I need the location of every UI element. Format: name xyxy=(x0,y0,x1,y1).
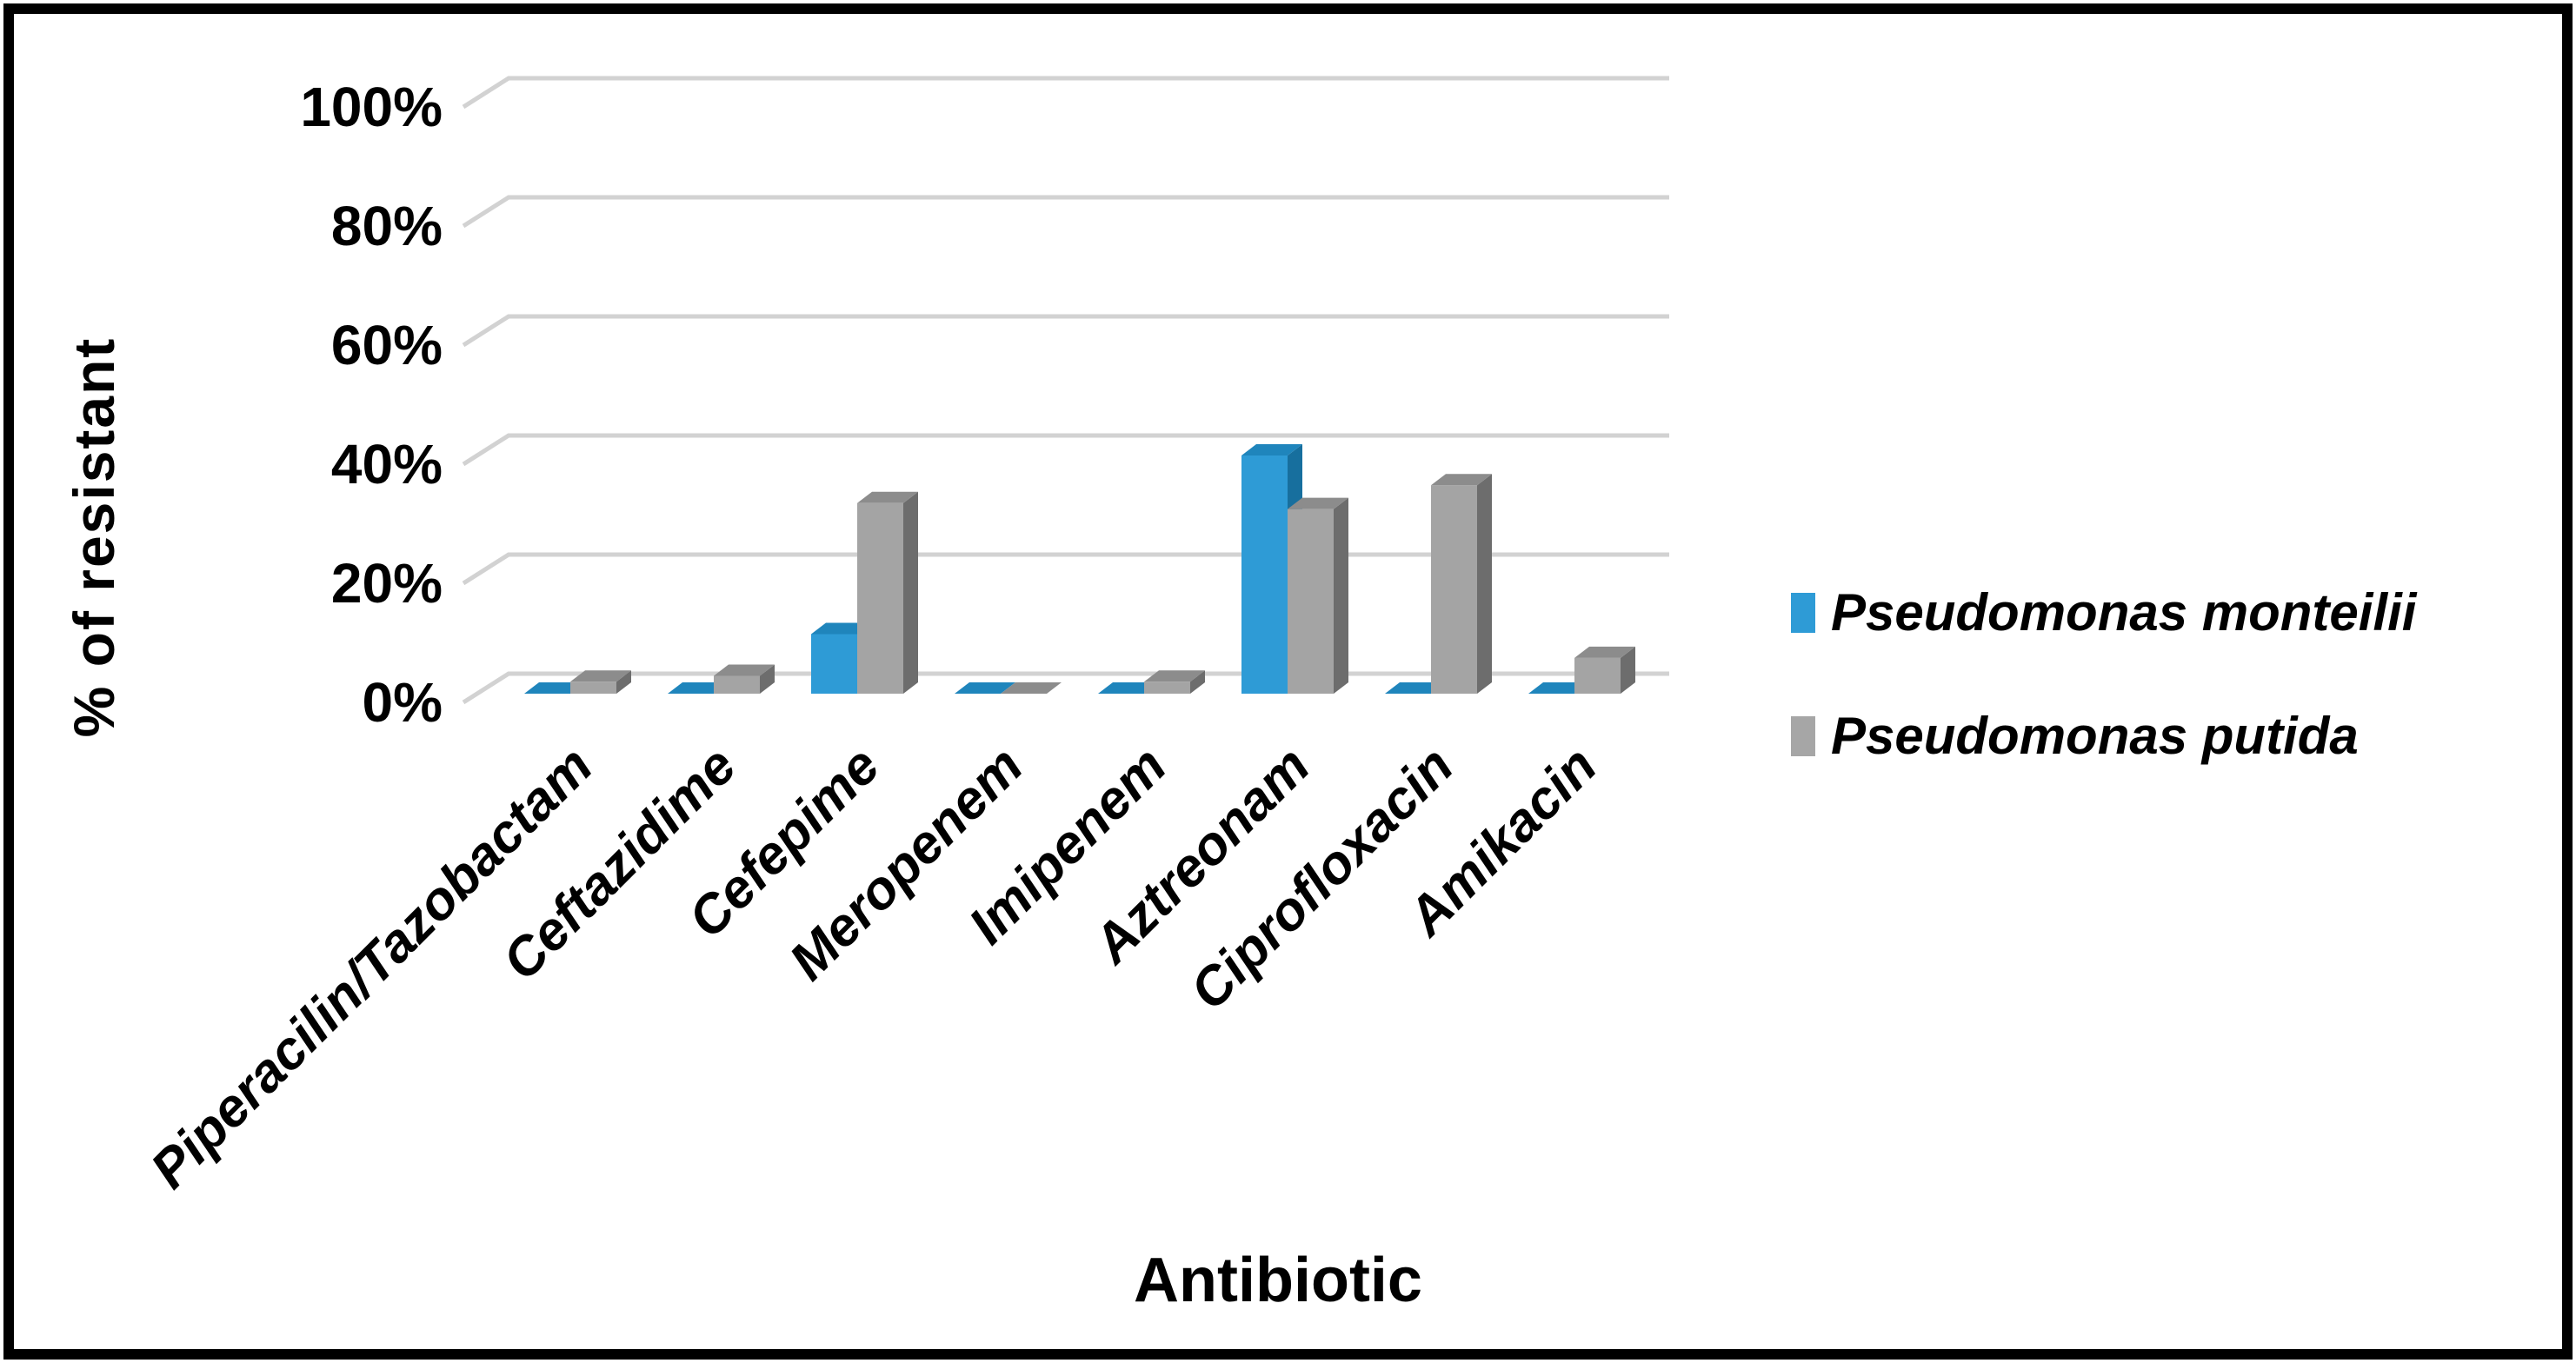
legend-swatch-gray-icon xyxy=(1791,716,1815,756)
bar-top-face xyxy=(1431,474,1492,486)
y-tick-label: 40% xyxy=(331,433,443,495)
bar-side-face xyxy=(1334,497,1348,694)
bar-front-face xyxy=(811,634,857,694)
figure-border xyxy=(3,3,2573,1360)
bar xyxy=(714,664,775,694)
bar-top-face xyxy=(1528,682,1589,694)
bar-front-face xyxy=(857,502,903,694)
bar-top-face xyxy=(1098,682,1159,694)
bars xyxy=(524,444,1635,694)
bar-top-face xyxy=(1001,682,1062,694)
bar-front-face xyxy=(1574,657,1621,694)
bar-front-face xyxy=(1144,682,1190,694)
bar-top-face xyxy=(1385,682,1446,694)
bar xyxy=(1288,497,1348,694)
bar-side-face xyxy=(1621,646,1635,694)
legend: Pseudomonas monteilii Pseudomonas putida xyxy=(1791,584,2416,765)
legend-swatch-blue-icon xyxy=(1791,593,1815,633)
bar-top-face xyxy=(668,682,729,694)
bar xyxy=(668,682,729,694)
bar-top-face xyxy=(857,491,918,503)
y-axis-tick-labels: 0% 20% 40% 60% 80% 100% xyxy=(300,76,443,734)
x-axis-category-labels: Piperacilin/TazobactamCeftazidimeCefepim… xyxy=(139,735,1608,1200)
bar-side-face xyxy=(760,664,775,694)
bar-side-face xyxy=(903,491,918,694)
bar xyxy=(1385,682,1446,694)
bar-top-face xyxy=(955,682,1015,694)
bar xyxy=(1431,474,1492,694)
bar-side-face xyxy=(616,670,631,694)
x-axis-title: Antibiotic xyxy=(1134,1246,1422,1315)
bar-side-face xyxy=(1190,670,1205,694)
bar-top-face xyxy=(714,664,775,676)
bar xyxy=(1098,682,1159,694)
y-tick-label: 80% xyxy=(331,195,443,257)
y-tick-label: 20% xyxy=(331,552,443,615)
bar xyxy=(1574,646,1635,694)
bar xyxy=(857,491,918,694)
gridline xyxy=(462,195,1669,229)
bar-front-face xyxy=(1431,485,1477,694)
bar-top-face xyxy=(811,622,872,635)
legend-label: Pseudomonas monteilii xyxy=(1831,583,2417,642)
bar-top-face xyxy=(1288,497,1348,509)
bar-top-face xyxy=(1144,670,1205,682)
bar xyxy=(1528,682,1589,694)
bar xyxy=(570,670,631,694)
gridline xyxy=(462,433,1669,467)
bar-top-face xyxy=(1241,444,1302,455)
y-axis-title: % of resistant xyxy=(62,336,126,738)
bar-top-face xyxy=(524,682,585,694)
y-tick-label: 100% xyxy=(300,76,443,138)
bar-front-face xyxy=(570,682,616,694)
legend-label: Pseudomonas putida xyxy=(1831,707,2359,765)
bar-front-face xyxy=(714,675,760,694)
bar xyxy=(1144,670,1205,694)
gridline xyxy=(462,76,1669,110)
bar-front-face xyxy=(1288,509,1334,694)
y-tick-label: 0% xyxy=(363,671,443,734)
bar-side-face xyxy=(1477,474,1492,694)
legend-item-putida: Pseudomonas putida xyxy=(1791,708,2416,765)
bar xyxy=(524,682,585,694)
bar xyxy=(955,682,1015,694)
gridline xyxy=(462,314,1669,348)
bar-top-face xyxy=(1574,646,1635,658)
y-tick-label: 60% xyxy=(331,314,443,376)
bar-top-face xyxy=(570,670,631,682)
legend-item-monteilii: Pseudomonas monteilii xyxy=(1791,584,2416,642)
bar-front-face xyxy=(1241,455,1288,694)
bar xyxy=(1001,682,1062,694)
